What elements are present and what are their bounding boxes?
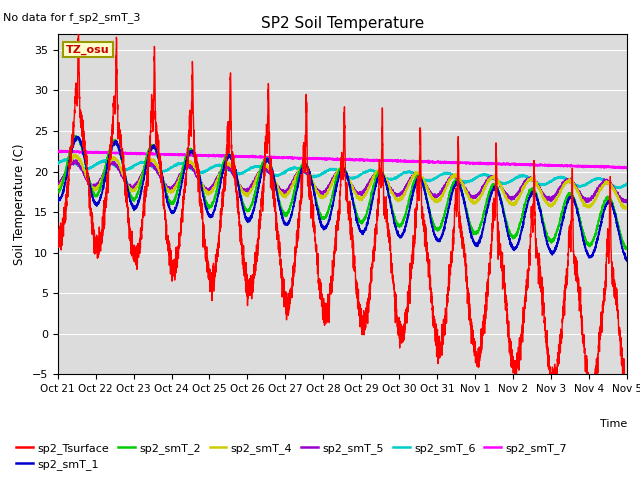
Text: Time: Time — [600, 419, 627, 429]
Title: SP2 Soil Temperature: SP2 Soil Temperature — [260, 16, 424, 31]
Text: No data for f_sp2_smT_3: No data for f_sp2_smT_3 — [3, 12, 141, 23]
Legend: sp2_Tsurface, sp2_smT_1, sp2_smT_2, sp2_smT_4, sp2_smT_5, sp2_smT_6, sp2_smT_7: sp2_Tsurface, sp2_smT_1, sp2_smT_2, sp2_… — [12, 438, 572, 474]
Text: TZ_osu: TZ_osu — [66, 44, 110, 55]
Y-axis label: Soil Temperature (C): Soil Temperature (C) — [13, 143, 26, 265]
